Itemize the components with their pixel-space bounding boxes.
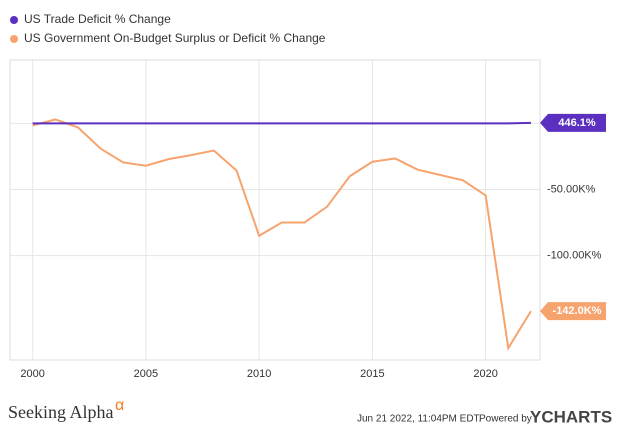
y-tick-label: -50.00K% [547,183,596,195]
x-tick-label: 2005 [134,368,158,380]
x-tick-label: 2020 [473,368,497,380]
legend-label: US Government On-Budget Surplus or Defic… [24,31,326,45]
legend-marker [10,35,18,43]
brand-mark: α [115,397,124,414]
x-tick-label: 2015 [360,368,384,380]
series-line [32,121,531,125]
timestamp: Jun 21 2022, 11:04PM EDT. [357,414,481,425]
end-label-box [540,302,606,321]
end-label: -142.0K% [553,305,602,317]
x-tick-label: 2010 [247,368,271,380]
series-line [32,118,532,351]
brand: Seeking Alpha [8,402,114,422]
y-tick-label: -100.00K% [547,250,602,262]
x-tick-label: 2000 [20,368,44,380]
end-label-box [540,113,606,132]
end-label: 446.1% [558,117,596,129]
legend-marker [10,16,18,24]
powered-by: Powered by [479,414,532,425]
legend-label: US Trade Deficit % Change [24,12,171,26]
plot-area [9,59,541,361]
provider: YCHARTS [530,407,612,426]
